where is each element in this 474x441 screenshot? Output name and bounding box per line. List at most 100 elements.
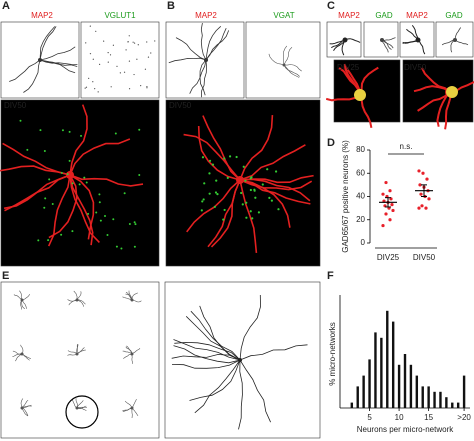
neurite	[69, 174, 94, 246]
puncta	[208, 159, 212, 162]
puncta	[146, 87, 148, 89]
neurite	[76, 299, 84, 307]
neurite	[190, 310, 241, 361]
bar	[397, 364, 401, 408]
puncta	[103, 40, 105, 42]
image-frame	[80, 21, 160, 99]
puncta	[85, 42, 87, 44]
puncta	[92, 58, 94, 60]
neurite	[131, 347, 141, 355]
neurite	[122, 350, 133, 355]
neurite	[239, 115, 274, 181]
annotation: n.s.	[400, 142, 413, 151]
neurite	[67, 353, 78, 356]
puncta	[249, 188, 252, 192]
neurite	[173, 339, 241, 361]
soma	[75, 298, 79, 302]
puncta	[99, 219, 102, 222]
neurite	[194, 359, 241, 414]
puncta	[249, 210, 252, 213]
neurite	[0, 165, 71, 176]
x-tick-label: 10	[395, 413, 404, 422]
puncta	[270, 199, 273, 202]
data-point	[391, 208, 395, 213]
neurite	[239, 294, 261, 361]
puncta	[60, 233, 63, 236]
puncta	[266, 168, 269, 171]
neurite	[123, 353, 133, 359]
data-point	[388, 189, 392, 193]
neurite	[12, 353, 23, 357]
puncta	[211, 163, 215, 166]
bar	[386, 310, 389, 408]
neurite	[39, 26, 57, 61]
data-point	[388, 218, 392, 222]
puncta	[253, 188, 256, 191]
neurite	[39, 59, 78, 65]
neurite	[76, 349, 86, 355]
x-tick-label: >20	[457, 413, 471, 422]
bar	[456, 402, 460, 408]
neurite	[125, 346, 133, 355]
x-tick-label: DIV25	[377, 253, 400, 262]
data-point	[418, 183, 422, 187]
y-tick-label: 20	[356, 215, 365, 224]
puncta	[95, 211, 98, 214]
soma	[204, 58, 208, 62]
neurite	[67, 350, 78, 355]
puncta	[241, 203, 244, 206]
neurite	[417, 91, 451, 112]
puncta	[104, 214, 107, 217]
puncta	[94, 88, 96, 90]
soma	[236, 176, 244, 184]
panel-label: B	[167, 0, 175, 12]
neurite	[283, 64, 302, 72]
puncta	[245, 201, 248, 204]
image-frame	[164, 281, 321, 439]
neurite	[76, 400, 84, 409]
neurite	[202, 115, 241, 181]
puncta	[84, 87, 86, 89]
neurite	[21, 407, 29, 416]
neurite	[15, 353, 23, 362]
puncta	[138, 173, 141, 176]
neurite	[200, 23, 207, 61]
puncta	[213, 205, 216, 208]
puncta	[106, 233, 109, 236]
puncta	[119, 72, 121, 74]
data-point	[427, 197, 431, 201]
neurite	[171, 359, 241, 369]
puncta	[128, 223, 131, 226]
y-tick-label: 40	[356, 192, 365, 201]
neurite	[22, 404, 32, 409]
neurite	[341, 39, 346, 56]
neurite	[73, 290, 78, 300]
puncta	[235, 155, 238, 159]
neurite	[69, 104, 88, 176]
puncta	[254, 196, 257, 199]
puncta	[251, 217, 254, 220]
soma	[380, 38, 384, 42]
stage-label: DIV25	[337, 63, 360, 72]
neurite	[76, 299, 86, 305]
micrographs	[0, 21, 474, 439]
neurite	[174, 341, 241, 361]
puncta	[215, 179, 218, 182]
neurite	[283, 64, 300, 77]
puncta	[120, 247, 123, 250]
puncta	[228, 155, 232, 158]
stage-label: DIV50	[404, 63, 427, 72]
puncta	[257, 211, 261, 214]
neurite	[21, 299, 25, 310]
bar	[374, 332, 377, 408]
data-point	[417, 169, 421, 173]
neurite	[239, 179, 313, 191]
puncta	[214, 191, 218, 194]
neurite	[381, 39, 394, 49]
puncta	[268, 196, 271, 200]
y-tick-label: 0	[361, 238, 366, 247]
puncta	[136, 58, 138, 60]
neurite	[131, 299, 142, 303]
neurite	[21, 293, 30, 301]
neurite	[122, 407, 133, 411]
